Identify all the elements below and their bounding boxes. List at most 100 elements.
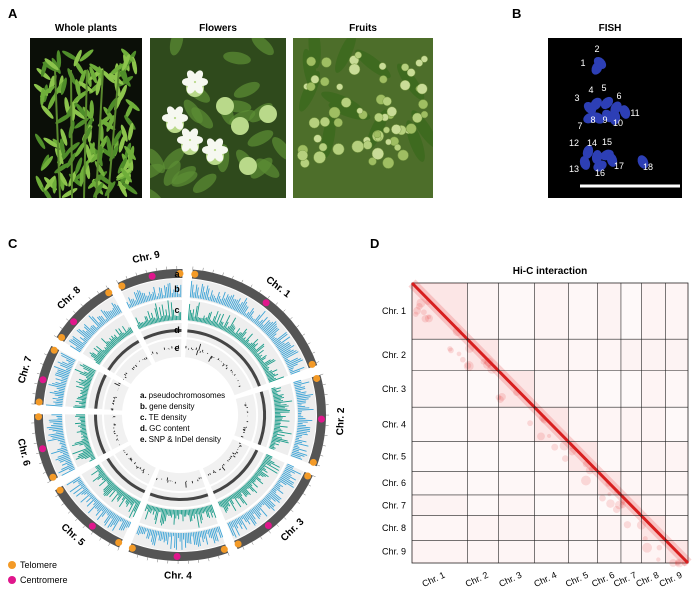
chromosome-ideogram bbox=[117, 269, 183, 292]
telomere bbox=[308, 360, 316, 368]
te-bar bbox=[203, 506, 206, 512]
stem bbox=[95, 69, 104, 198]
hic-speckle bbox=[447, 346, 453, 352]
hic-speckle bbox=[674, 558, 684, 568]
te-bar bbox=[152, 506, 156, 515]
gene-bar bbox=[51, 448, 68, 455]
chromosome-number: 10 bbox=[613, 118, 623, 128]
te-bar bbox=[263, 459, 272, 465]
snp-bar bbox=[124, 373, 127, 376]
te-bar bbox=[76, 385, 89, 391]
hic-block bbox=[412, 540, 468, 563]
hic-block bbox=[641, 494, 666, 516]
hic-map: Chr. 1 Chr. 2 Chr. 3 Chr. 4 Chr. 5 Chr. 6 Chr.… bbox=[382, 279, 692, 589]
fruit bbox=[313, 151, 326, 164]
chromosome-label: Chr. 3 bbox=[279, 516, 307, 544]
gene-bar bbox=[66, 359, 75, 364]
leaf bbox=[162, 148, 185, 170]
scale-tick bbox=[251, 541, 254, 545]
gene-bar bbox=[268, 328, 280, 338]
gene-bar bbox=[209, 529, 213, 539]
bud bbox=[239, 157, 257, 175]
gene-bar bbox=[49, 420, 63, 423]
gene-bar bbox=[212, 295, 216, 302]
te-bar bbox=[225, 498, 231, 507]
gene-bar bbox=[47, 437, 65, 442]
te-bar bbox=[144, 504, 149, 512]
gene-bar bbox=[295, 391, 307, 395]
te-bar bbox=[129, 497, 134, 504]
te-bar bbox=[219, 501, 223, 508]
gene-bar bbox=[213, 527, 219, 542]
leaf bbox=[55, 113, 71, 124]
gene-bar bbox=[146, 528, 150, 539]
track-bg bbox=[202, 439, 250, 485]
snp-bar bbox=[198, 343, 202, 351]
centromere bbox=[262, 299, 270, 307]
gene-bar bbox=[284, 468, 296, 474]
chromosome-ideogram bbox=[234, 471, 313, 550]
hic-block bbox=[598, 371, 621, 407]
gene-bar bbox=[83, 337, 89, 342]
te-bar bbox=[85, 376, 93, 381]
petal bbox=[193, 82, 204, 94]
scale-tick bbox=[222, 272, 224, 276]
leaf bbox=[41, 59, 48, 77]
snp-bar bbox=[130, 459, 133, 461]
gene-bar bbox=[80, 492, 92, 503]
gene-bar bbox=[79, 337, 88, 343]
leaf bbox=[35, 133, 46, 150]
scale-tick bbox=[250, 284, 253, 288]
gene-bar bbox=[274, 340, 282, 346]
gene-bar bbox=[163, 532, 166, 543]
gene-bar bbox=[197, 531, 201, 546]
gene-bar bbox=[265, 323, 277, 335]
te-bar bbox=[238, 489, 242, 494]
te-bar bbox=[118, 328, 126, 338]
hic-speckle bbox=[581, 475, 591, 486]
hic-speckle bbox=[537, 432, 545, 441]
gene-bar bbox=[62, 451, 69, 455]
te-bar bbox=[243, 485, 248, 490]
te-bar bbox=[79, 372, 93, 379]
hic-speckle bbox=[588, 467, 594, 472]
te-bar bbox=[99, 350, 107, 357]
hic-block bbox=[412, 442, 467, 472]
te-bar bbox=[227, 324, 234, 334]
scale-tick bbox=[290, 317, 293, 320]
gene-bar bbox=[139, 290, 144, 303]
gene-bar bbox=[253, 314, 261, 324]
fruit bbox=[318, 142, 328, 152]
te-bar bbox=[81, 381, 91, 385]
te-bar bbox=[159, 507, 161, 512]
hic-block bbox=[620, 407, 642, 442]
snp-bar bbox=[230, 369, 233, 372]
gene-bar bbox=[267, 327, 278, 337]
gene-bar bbox=[53, 366, 71, 373]
chromosome-number: 14 bbox=[587, 138, 597, 148]
te-bar bbox=[252, 475, 264, 485]
te-bar bbox=[273, 395, 283, 399]
te-bar bbox=[198, 317, 201, 322]
hic-block bbox=[534, 495, 568, 516]
te-bar bbox=[273, 429, 283, 432]
snp-bar bbox=[133, 366, 135, 369]
gene-bar bbox=[296, 434, 303, 437]
te-bar bbox=[134, 499, 138, 504]
te-bar bbox=[90, 456, 96, 460]
hic-speckle bbox=[421, 315, 430, 323]
gene-bar bbox=[166, 287, 169, 298]
te-bar bbox=[263, 366, 270, 371]
te-bar bbox=[272, 436, 288, 442]
hic-speckle bbox=[656, 544, 663, 551]
gene-bar bbox=[266, 325, 278, 336]
hic-block bbox=[412, 339, 468, 371]
te-bar bbox=[114, 336, 120, 343]
te-bar bbox=[265, 456, 271, 460]
track-bg bbox=[147, 487, 211, 507]
te-bar bbox=[251, 476, 257, 481]
gene-bar bbox=[286, 358, 302, 366]
te-bar bbox=[84, 379, 92, 383]
gene-bar bbox=[257, 319, 263, 327]
bud bbox=[216, 97, 234, 115]
